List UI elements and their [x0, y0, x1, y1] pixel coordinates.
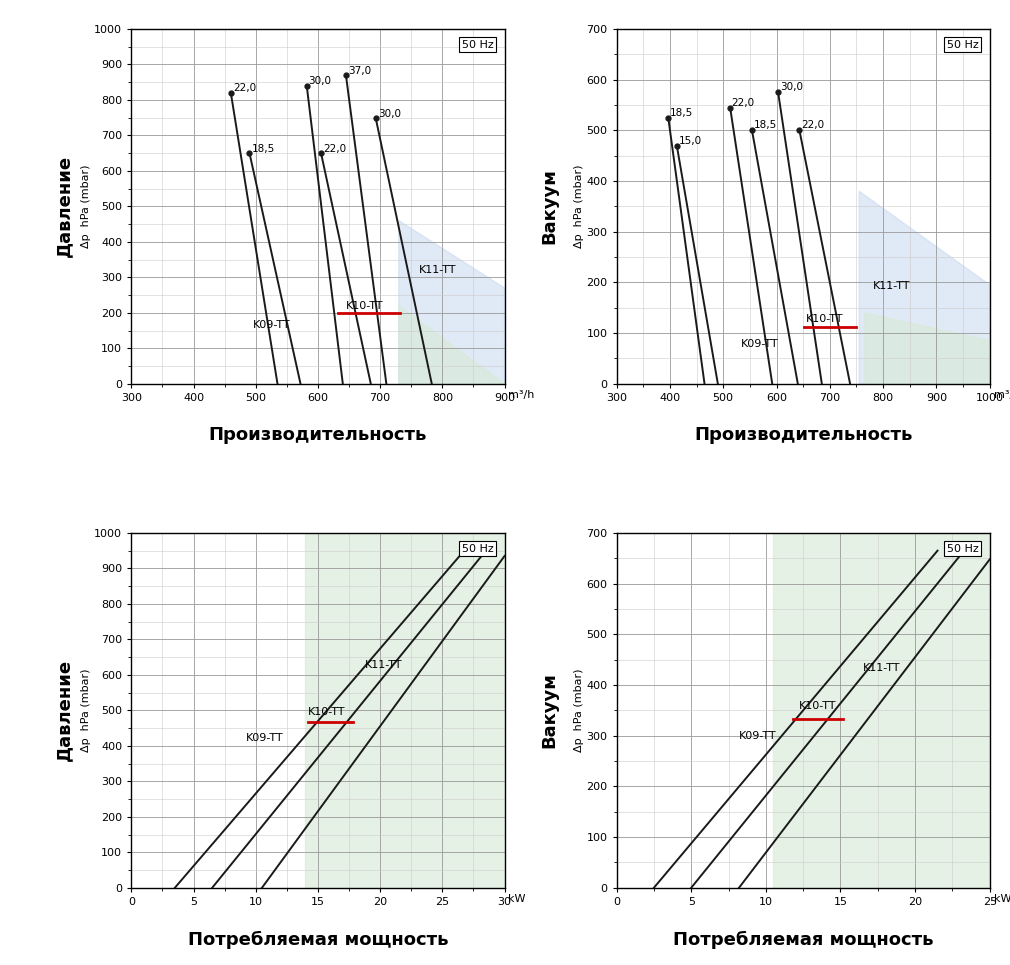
Text: m³/h: m³/h — [508, 390, 534, 400]
Text: 18,5: 18,5 — [670, 108, 693, 118]
Text: kW: kW — [508, 895, 526, 904]
Y-axis label: Δp  hPa (mbar): Δp hPa (mbar) — [574, 165, 584, 248]
Text: 30,0: 30,0 — [309, 76, 331, 86]
Text: K09-TT: K09-TT — [739, 731, 777, 741]
Text: 22,0: 22,0 — [801, 121, 824, 130]
Text: 30,0: 30,0 — [379, 109, 401, 119]
Text: 22,0: 22,0 — [323, 144, 346, 153]
Text: K10-TT: K10-TT — [346, 301, 384, 312]
Text: K09-TT: K09-TT — [252, 319, 290, 330]
Text: 30,0: 30,0 — [780, 82, 803, 93]
Text: K09-TT: K09-TT — [740, 339, 779, 348]
Y-axis label: Δp  hPa (mbar): Δp hPa (mbar) — [82, 165, 92, 248]
Text: Вакуум: Вакуум — [540, 673, 559, 748]
Text: K10-TT: K10-TT — [308, 706, 345, 717]
Text: K11-TT: K11-TT — [419, 265, 457, 275]
Text: Производительность: Производительность — [694, 427, 912, 445]
Text: Потребляемая мощность: Потребляемая мощность — [673, 930, 933, 949]
Text: 15,0: 15,0 — [679, 135, 702, 146]
Y-axis label: Δp  hPa (mbar): Δp hPa (mbar) — [82, 669, 92, 752]
Text: K11-TT: K11-TT — [863, 663, 900, 673]
Text: 18,5: 18,5 — [753, 121, 777, 130]
Text: 50 Hz: 50 Hz — [946, 40, 979, 49]
Text: Производительность: Производительность — [209, 427, 427, 445]
Text: 37,0: 37,0 — [348, 66, 372, 75]
Text: 18,5: 18,5 — [251, 144, 276, 153]
Text: m³/h: m³/h — [994, 390, 1010, 400]
Text: Вакуум: Вакуум — [540, 169, 559, 244]
Polygon shape — [860, 191, 990, 384]
Text: K11-TT: K11-TT — [873, 281, 910, 290]
Polygon shape — [774, 533, 990, 888]
Polygon shape — [865, 313, 990, 384]
Text: K10-TT: K10-TT — [806, 314, 844, 324]
Text: 50 Hz: 50 Hz — [462, 40, 493, 49]
Text: K10-TT: K10-TT — [799, 702, 836, 711]
Text: Давление: Давление — [56, 659, 73, 761]
Polygon shape — [399, 221, 505, 384]
Text: Давление: Давление — [56, 155, 73, 258]
Polygon shape — [305, 533, 505, 888]
Text: K11-TT: K11-TT — [366, 660, 403, 671]
Text: 22,0: 22,0 — [731, 97, 754, 107]
Polygon shape — [399, 306, 505, 384]
Text: kW: kW — [994, 895, 1010, 904]
Y-axis label: Δp  hPa (mbar): Δp hPa (mbar) — [574, 669, 584, 752]
Text: K09-TT: K09-TT — [245, 732, 284, 742]
Text: 50 Hz: 50 Hz — [946, 543, 979, 554]
Text: 22,0: 22,0 — [233, 83, 257, 94]
Text: Потребляемая мощность: Потребляемая мощность — [188, 930, 448, 949]
Text: 50 Hz: 50 Hz — [462, 543, 493, 554]
